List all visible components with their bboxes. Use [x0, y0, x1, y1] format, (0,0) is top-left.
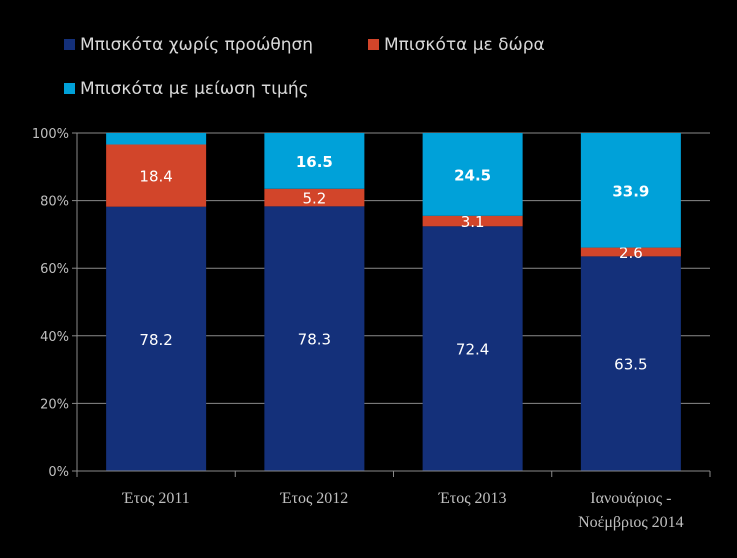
legend-swatch [64, 39, 75, 50]
data-label: 33.9 [612, 182, 649, 200]
data-label: 24.5 [454, 166, 491, 184]
data-label: 63.5 [614, 356, 647, 374]
x-tick-label: Έτος 2011 [121, 490, 189, 507]
bar-segment [106, 133, 207, 145]
y-tick-label: 60% [40, 262, 69, 277]
bar-segment [106, 206, 207, 471]
x-tick-label: Έτος 2012 [279, 490, 348, 507]
legend: Μπισκότα χωρίς προώθηση Μπισκότα με δώρα Μ… [64, 35, 545, 99]
data-label: 78.3 [298, 331, 331, 349]
data-label: 3.1 [461, 213, 485, 231]
x-tick-label-line: Έτος 2013 [438, 490, 507, 507]
bar-segment [264, 133, 365, 189]
legend-swatch [64, 83, 75, 94]
data-label: 16.5 [296, 153, 333, 171]
x-axis: Έτος 2011 Έτος 2012 Έτος 2013 Ιανουάριος - Ν… [76, 470, 711, 531]
bar-segment [264, 206, 365, 471]
y-tick-label: 40% [40, 330, 69, 345]
x-tick-label-line: Έτος 2012 [279, 490, 348, 507]
bar-segment [422, 215, 523, 227]
bar-segment [422, 226, 523, 471]
legend-label: Μπισκότα με μείωση τιμής [80, 79, 309, 99]
data-label: 78.2 [139, 331, 172, 349]
x-tick-label-line: Ιανουάριος - [590, 490, 671, 507]
bar-segment [580, 247, 681, 257]
bar-segment [106, 144, 207, 207]
y-tick-label: 80% [40, 195, 69, 210]
x-tick-label-line: Έτος 2011 [121, 490, 189, 507]
legend-label: Μπισκότα με δώρα [384, 35, 545, 55]
bar-segment [580, 133, 681, 248]
data-label: 18.4 [139, 168, 172, 186]
data-label: 2.6 [619, 244, 643, 262]
x-tick-label: Έτος 2013 [438, 490, 507, 507]
y-tick-label: 0% [48, 465, 69, 480]
x-tick-label-line: Νοέμβριος 2014 [578, 514, 684, 531]
bar-segment [580, 256, 681, 471]
y-tick-label: 20% [40, 397, 69, 412]
bar-segment [264, 188, 365, 207]
legend-swatch [368, 39, 379, 50]
bar-segment [422, 133, 523, 216]
legend-label: Μπισκότα χωρίς προώθηση [80, 35, 313, 55]
x-tick-label: Ιανουάριος - Νοέμβριος 2014 [578, 490, 684, 531]
y-tick-label: 100% [32, 127, 69, 142]
data-label: 72.4 [456, 341, 489, 359]
data-label: 5.2 [302, 190, 326, 208]
y-axis: 0% 20% 40% 60% 80% 100% [32, 127, 78, 480]
bars: 78.2 18.4 78.3 5.2 16.5 72.4 3.1 24.5 63.5 2.6 33.… [106, 133, 681, 471]
